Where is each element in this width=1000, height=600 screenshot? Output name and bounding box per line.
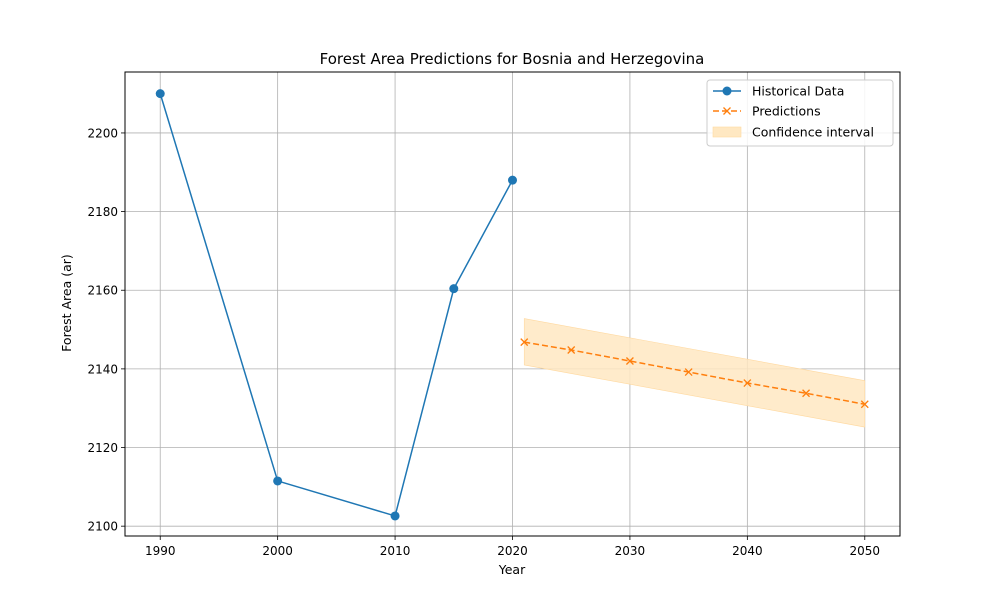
prediction-point: [567, 346, 576, 354]
legend: Historical Data Predictions Confidence int…: [706, 79, 894, 147]
x-tick-label: 2000: [262, 544, 293, 558]
prediction-point: [520, 338, 529, 347]
y-tick-label: 2180: [87, 205, 118, 219]
axis-ticks: 1990 2000 2010 2020 2030 2040 2050 2100 2120 2140…: [87, 126, 880, 558]
prediction-point: [802, 389, 811, 398]
legend-box: [706, 79, 894, 147]
x-tick-label: 1990: [145, 544, 176, 558]
x-tick-label: 2040: [732, 544, 763, 558]
chart-title: Forest Area Predictions for Bosnia and H…: [320, 50, 705, 68]
legend-predictions-marker: [723, 107, 731, 115]
x-tick-label: 2050: [849, 544, 880, 558]
historical-data-point: [273, 476, 283, 486]
historical-data-point: [508, 175, 517, 185]
x-tick-label: 2030: [615, 544, 646, 558]
prediction-point: [625, 357, 634, 365]
series-layer: [155, 89, 869, 521]
y-tick-label: 2200: [87, 126, 118, 140]
x-axis-label: Year: [498, 562, 526, 577]
x-tick-label: 2010: [380, 544, 411, 558]
y-tick-label: 2100: [87, 520, 118, 534]
historical-data-point: [155, 89, 165, 99]
prediction-point: [860, 400, 869, 409]
y-axis-label: Forest Area (ar): [59, 254, 74, 352]
prediction-point: [684, 368, 693, 376]
legend-confidence-label: Confidence interval: [752, 125, 874, 140]
legend-predictions-label: Predictions: [752, 104, 821, 119]
y-tick-label: 2140: [87, 362, 118, 376]
legend-confidence-swatch: [712, 126, 742, 138]
x-tick-label: 2020: [497, 544, 528, 558]
historical-data-point: [449, 284, 459, 294]
legend-items: Historical Data Predictions Confidence int…: [712, 84, 874, 140]
y-tick-label: 2120: [87, 441, 118, 455]
y-tick-label: 2160: [87, 284, 118, 298]
legend-historical-label: Historical Data: [752, 84, 844, 99]
historical-data-point: [390, 511, 400, 521]
legend-historical-marker: [722, 86, 732, 96]
prediction-point: [743, 379, 752, 387]
